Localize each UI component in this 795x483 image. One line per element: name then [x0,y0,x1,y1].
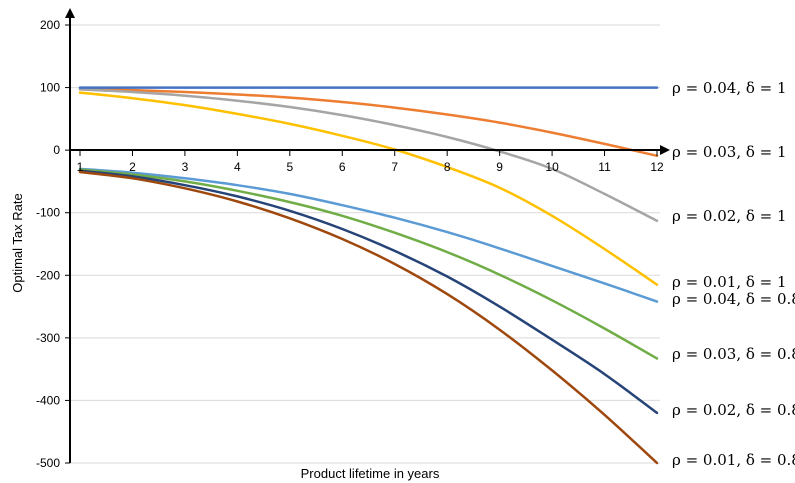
y-tick-label: 100 [40,81,60,95]
x-tick-label: 6 [339,160,346,174]
y-axis-arrowhead [65,8,75,18]
y-tick-label: -100 [36,206,60,220]
x-tick-label: 10 [545,160,559,174]
series-line-8 [78,170,659,465]
y-tick-label: 0 [53,143,60,157]
series-label: ρ = 0.01, δ = 0.8 [672,451,795,469]
x-axis-title: Product lifetime in years [301,466,440,481]
x-tick-label: 8 [444,160,451,174]
series-label: ρ = 0.03, δ = 0.8 [672,345,795,363]
series-label: ρ = 0.04, δ = 1 [672,79,787,97]
series-line-1 [78,87,659,158]
y-axis-title: Optimal Tax Rate [10,193,25,292]
x-tick-label: 7 [391,160,398,174]
x-tick-label: 9 [496,160,503,174]
x-tick-label: 12 [650,160,664,174]
series-lines [78,86,659,465]
x-axis-ticks: 1 2 3 4 5 6 7 8 9 10 11 12 [77,150,664,174]
series-label: ρ = 0.01, δ = 1 [672,273,787,291]
series-line-6 [78,168,659,360]
series-label: ρ = 0.03, δ = 1 [672,143,787,161]
x-tick-label: 1 [77,160,84,174]
x-tick-label: 11 [598,160,611,174]
x-axis-arrowhead [660,145,670,155]
series-labels: ρ = 0.04, δ = 1 ρ = 0.03, δ = 1 ρ = 0.02, … [672,79,795,469]
x-tick-label: 3 [182,160,189,174]
y-tick-label: -200 [36,268,60,282]
y-tick-label: 200 [40,18,60,32]
series-label: ρ = 0.04, δ = 0.8 [672,290,795,308]
x-tick-label: 2 [129,160,136,174]
y-axis-ticks: 200 100 0 -100 -200 -300 -400 -500 [36,18,70,470]
y-tick-label: -400 [36,393,60,407]
series-label: ρ = 0.02, δ = 1 [672,207,787,225]
series-line-7 [78,169,659,415]
series-line-5 [78,167,659,303]
series-line-3 [78,91,659,286]
axes [65,8,670,463]
y-tick-label: -500 [36,456,60,470]
series-label: ρ = 0.02, δ = 0.8 [672,401,795,419]
x-tick-label: 4 [234,160,241,174]
y-tick-label: -300 [36,331,60,345]
x-tick-label: 5 [286,160,293,174]
series-line-2 [78,88,659,223]
